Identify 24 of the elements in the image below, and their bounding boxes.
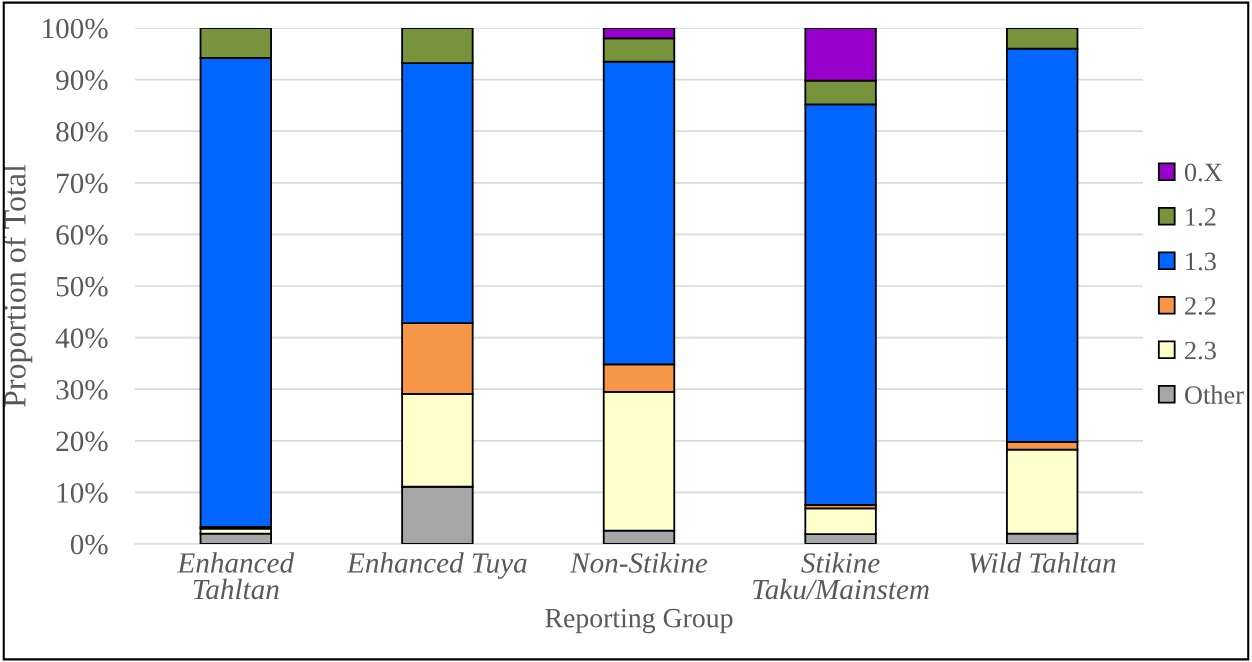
y-tick-label: 40% (55, 328, 108, 349)
legend-label: Other (1184, 385, 1244, 404)
x-tick-label: Wild Tahltan (969, 552, 1116, 574)
y-tick-label: 20% (56, 431, 108, 452)
y-tick-label: 0% (70, 534, 108, 555)
y-tick-label: 10% (57, 483, 108, 503)
x-tick-label: Enhanced Tahltan (177, 552, 295, 600)
legend-label: 1.3 (1186, 252, 1216, 271)
x-tick-label: Enhanced Tuya (346, 552, 527, 579)
y-tick-label: 60% (56, 225, 108, 245)
legend-label: 0.X (1184, 163, 1223, 182)
x-axis-title: Reporting Group (545, 608, 733, 634)
y-tick-label: 70% (57, 173, 108, 194)
x-tick-label: Non-Stikine (569, 552, 708, 573)
y-tick-label: 50% (56, 276, 108, 297)
legend-label: 2.3 (1185, 341, 1216, 360)
y-tick-label: 100% (43, 18, 108, 39)
legend-label: 2.2 (1185, 297, 1216, 315)
legend-label: 1.2 (1186, 208, 1216, 226)
y-axis-title: Proportion of Total (2, 164, 33, 407)
y-tick-label: 80% (56, 121, 108, 142)
x-tick-label: Stikine Taku/Mainstem (753, 552, 929, 600)
y-tick-label: 30% (56, 379, 108, 400)
y-tick-label: 90% (56, 70, 108, 91)
